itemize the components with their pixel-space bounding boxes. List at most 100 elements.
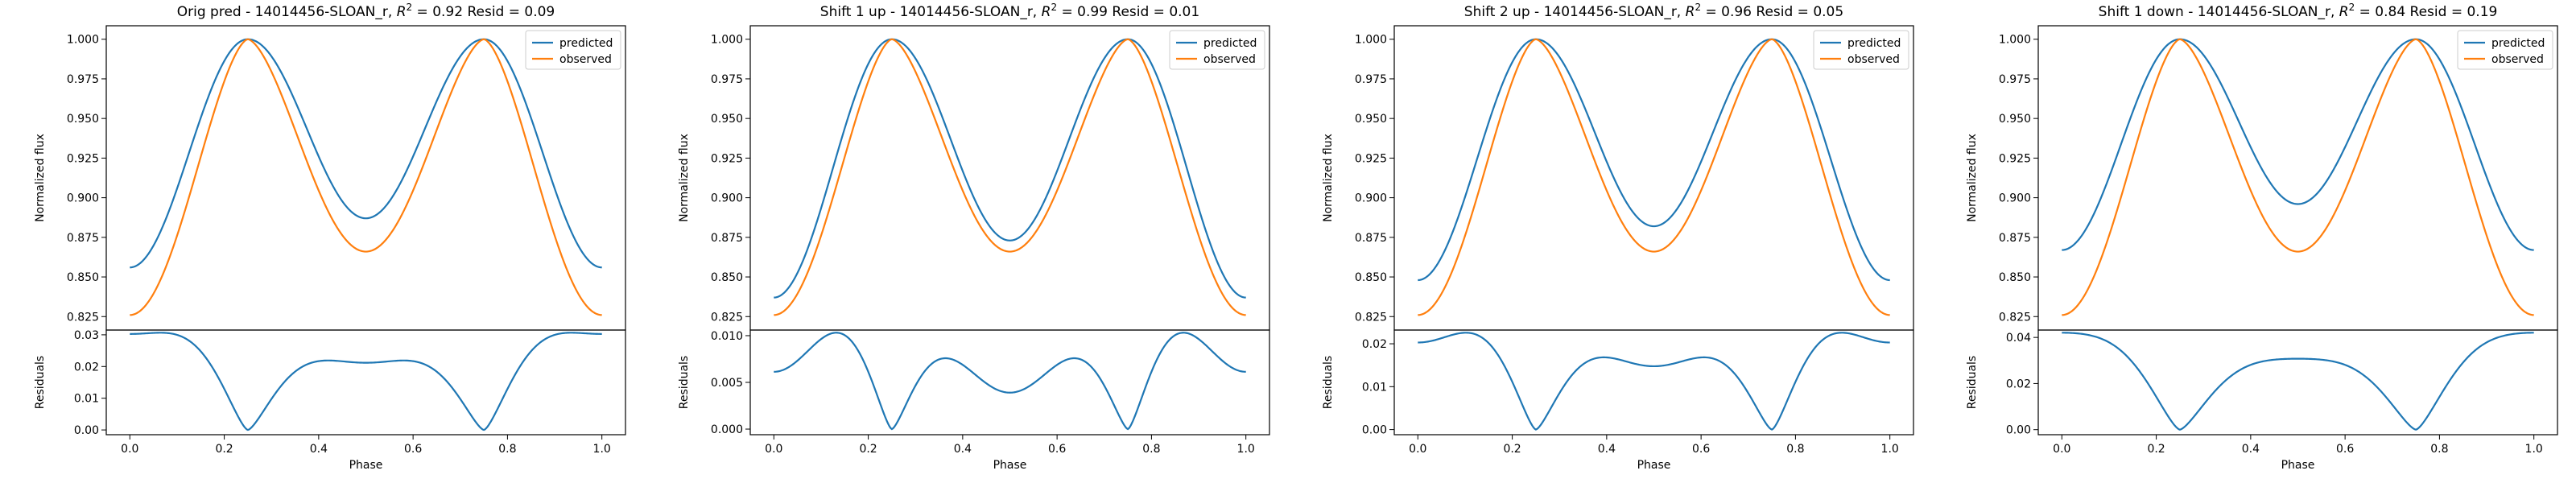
- flux-tick-label: 0.850: [1999, 271, 2031, 284]
- x-tick-label: 1.0: [1237, 443, 1255, 456]
- flux-tick-label: 0.850: [1355, 271, 1387, 284]
- flux-tick-label: 0.900: [1999, 192, 2031, 205]
- flux-tick-label: 0.950: [1355, 113, 1387, 126]
- title-prefix: Shift 1 up - 14014456-SLOAN_r,: [820, 4, 1042, 20]
- chart-title: Shift 1 up - 14014456-SLOAN_r, R2 = 0.99…: [820, 2, 1199, 20]
- flux-tick-label: 0.950: [711, 113, 743, 126]
- chart-title: Shift 1 down - 14014456-SLOAN_r, R2 = 0.…: [2099, 2, 2498, 20]
- residual-line: [2062, 332, 2534, 431]
- legend: predicted observed: [2457, 30, 2553, 70]
- residual-tick-label: 0.00: [2006, 424, 2031, 437]
- x-axis-label: Phase: [993, 459, 1027, 472]
- flux-tick-label: 0.925: [67, 152, 99, 165]
- legend: predicted observed: [1169, 30, 1265, 70]
- predicted-line: [2062, 38, 2534, 251]
- x-tick-label: 0.4: [1598, 443, 1616, 456]
- x-tick-label: 0.4: [954, 443, 972, 456]
- residual-line: [774, 332, 1246, 431]
- observed-line: [1418, 38, 1890, 316]
- residual-axes-frame: [749, 329, 1270, 436]
- x-tick-label: 0.6: [1692, 443, 1710, 456]
- residual-tick-label: 0.02: [1362, 338, 1387, 351]
- legend-label-observed: observed: [2491, 53, 2544, 66]
- title-r: R: [2339, 4, 2349, 20]
- flux-tick-label: 0.875: [67, 232, 99, 245]
- residual-tick-label: 0.01: [1362, 381, 1387, 394]
- residual-tick-label: 0.01: [74, 393, 99, 406]
- flux-tick-label: 0.825: [1999, 311, 2031, 324]
- chart-title: Shift 2 up - 14014456-SLOAN_r, R2 = 0.96…: [1464, 2, 1843, 20]
- title-prefix: Shift 2 up - 14014456-SLOAN_r,: [1464, 4, 1686, 20]
- title-r-sup: 2: [1695, 2, 1701, 13]
- x-tick-label: 0.2: [2147, 443, 2165, 456]
- x-tick-label: 0.6: [404, 443, 422, 456]
- flux-tick-label: 1.000: [711, 34, 743, 47]
- residual-axes-frame: [105, 329, 626, 436]
- flux-axis-label: Normalized flux: [678, 134, 691, 222]
- legend-label-predicted: predicted: [559, 37, 613, 50]
- flux-axes-frame: [749, 25, 1270, 331]
- title-prefix: Orig pred - 14014456-SLOAN_r,: [177, 4, 397, 20]
- title-r2-value: = 0.99: [1057, 4, 1112, 20]
- flux-tick-label: 0.925: [1355, 152, 1387, 165]
- residual-axis-label: Residuals: [678, 356, 691, 409]
- x-tick-label: 0.0: [765, 443, 782, 456]
- x-tick-label: 0.2: [1503, 443, 1521, 456]
- residual-line: [1418, 332, 1890, 431]
- residual-axis-label: Residuals: [1322, 356, 1335, 409]
- title-resid: Resid = 0.05: [1756, 4, 1843, 20]
- legend: predicted observed: [525, 30, 621, 70]
- predicted-line: [1418, 38, 1890, 282]
- chart-title: Orig pred - 14014456-SLOAN_r, R2 = 0.92 …: [177, 2, 555, 20]
- residual-line: [130, 332, 602, 431]
- flux-tick-label: 0.975: [711, 73, 743, 86]
- x-tick-label: 0.4: [310, 443, 328, 456]
- flux-axis-label: Normalized flux: [1322, 134, 1335, 222]
- flux-tick-label: 0.900: [1355, 192, 1387, 205]
- legend-label-observed: observed: [559, 53, 612, 66]
- title-r-sup: 2: [407, 2, 413, 13]
- x-tick-label: 1.0: [593, 443, 611, 456]
- flux-tick-label: 0.975: [67, 73, 99, 86]
- flux-tick-label: 0.875: [711, 232, 743, 245]
- title-r2-value: = 0.84: [2355, 4, 2409, 20]
- x-tick-label: 0.4: [2242, 443, 2260, 456]
- flux-tick-label: 0.850: [67, 271, 99, 284]
- residual-tick-label: 0.000: [711, 423, 743, 436]
- title-r: R: [397, 4, 407, 20]
- legend-label-observed: observed: [1847, 53, 1900, 66]
- title-prefix: Shift 1 down - 14014456-SLOAN_r,: [2099, 4, 2339, 20]
- flux-tick-label: 0.850: [711, 271, 743, 284]
- flux-tick-label: 0.950: [67, 113, 99, 126]
- residual-tick-label: 0.005: [711, 377, 743, 390]
- residual-tick-label: 0.00: [74, 424, 99, 437]
- residual-axis-label: Residuals: [1966, 356, 1979, 409]
- residual-tick-label: 0.04: [2006, 332, 2031, 345]
- x-tick-label: 0.6: [1048, 443, 1066, 456]
- title-resid: Resid = 0.19: [2410, 4, 2498, 20]
- x-tick-label: 0.8: [2430, 443, 2448, 456]
- flux-tick-label: 0.875: [1355, 232, 1387, 245]
- title-r-sup: 2: [2349, 2, 2355, 13]
- x-axis-label: Phase: [2281, 459, 2315, 472]
- title-resid: Resid = 0.01: [1112, 4, 1199, 20]
- flux-axis-label: Normalized flux: [34, 134, 47, 222]
- residual-tick-label: 0.02: [74, 361, 99, 374]
- x-tick-label: 0.8: [1142, 443, 1160, 456]
- x-tick-label: 0.0: [2053, 443, 2070, 456]
- flux-tick-label: 0.900: [67, 192, 99, 205]
- flux-axes-frame: [105, 25, 626, 331]
- title-r: R: [1042, 4, 1051, 20]
- flux-tick-label: 0.825: [711, 311, 743, 324]
- x-tick-label: 0.8: [1786, 443, 1804, 456]
- flux-tick-label: 0.825: [1355, 311, 1387, 324]
- flux-tick-label: 0.950: [1999, 113, 2031, 126]
- x-axis-label: Phase: [1637, 459, 1671, 472]
- x-tick-label: 1.0: [2525, 443, 2543, 456]
- flux-axes-frame: [1393, 25, 1914, 331]
- flux-tick-label: 0.975: [1999, 73, 2031, 86]
- x-tick-label: 0.2: [859, 443, 877, 456]
- flux-tick-label: 0.975: [1355, 73, 1387, 86]
- legend: predicted observed: [1813, 30, 1909, 70]
